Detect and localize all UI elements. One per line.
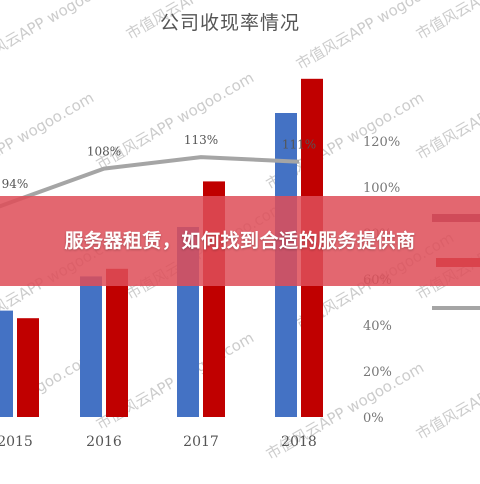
banner-headline: 服务器租赁，如何找到合适的服务提供商 <box>64 230 416 252</box>
y-tick-label: 100% <box>363 181 400 196</box>
x-axis: 2015 2016 2017 2018 <box>0 434 317 450</box>
y-tick-label: 120% <box>363 135 400 150</box>
x-tick-label: 2017 <box>183 434 219 450</box>
line-data-label: 94% <box>2 177 29 191</box>
y-tick-label: 0% <box>363 411 384 426</box>
article-banner: 服务器租赁，如何找到合适的服务提供商 <box>0 196 480 286</box>
bar-2016-s1 <box>80 276 102 417</box>
x-tick-label: 2016 <box>86 434 122 450</box>
y-tick-label: 20% <box>363 365 392 380</box>
line-data-label: 113% <box>184 133 218 147</box>
line-data-label: 108% <box>87 145 121 159</box>
line-data-label: 111% <box>282 138 316 152</box>
x-tick-label: 2015 <box>0 434 33 450</box>
bar-2015-s2 <box>17 318 39 417</box>
chart-title: 公司收现率情况 <box>159 12 300 34</box>
watermark-text: 市值风云APP wogoo.com <box>413 58 480 163</box>
x-tick-label: 2018 <box>281 434 317 450</box>
bar-2015-s1 <box>0 310 13 417</box>
y-tick-label: 40% <box>363 319 392 334</box>
watermark-text: 市值风云APP wogoo.com <box>413 338 480 443</box>
bar-2016-s2 <box>106 268 128 417</box>
